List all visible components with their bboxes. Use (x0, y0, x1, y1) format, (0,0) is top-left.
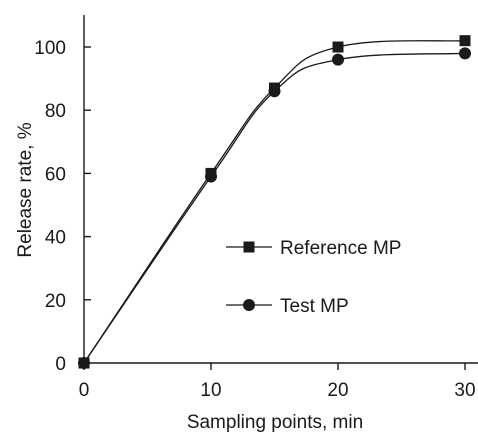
x-tick-label: 10 (200, 380, 221, 401)
series-group (78, 35, 471, 369)
data-point-circle (332, 53, 344, 66)
x-axis-title: Sampling points, min (187, 412, 363, 433)
y-tick-label: 80 (45, 101, 66, 122)
series-1 (78, 47, 471, 369)
legend-entry: Reference MP (226, 238, 401, 259)
legend-square-marker (243, 241, 255, 253)
legend-entry: Test MP (226, 296, 349, 317)
x-axis: 0 10 20 30 (79, 362, 478, 401)
data-point-square (332, 41, 344, 53)
legend-label: Reference MP (280, 238, 401, 259)
y-tick-label: 100 (34, 38, 66, 59)
y-tick-label: 20 (45, 291, 66, 312)
x-tick-label: 0 (79, 380, 90, 401)
series-line (83, 40, 466, 364)
y-tick-label: 40 (45, 228, 66, 249)
y-tick-label: 0 (55, 354, 66, 375)
y-axis: 0 20 40 60 80 100 (34, 15, 91, 375)
x-tick-label: 30 (454, 380, 475, 401)
data-point-square (459, 35, 471, 47)
series-line (83, 52, 466, 364)
legend-label: Test MP (280, 296, 349, 317)
y-axis-title: Release rate, % (15, 122, 36, 257)
data-point-circle (78, 357, 90, 369)
legend: Reference MP Test MP (226, 238, 401, 317)
data-point-circle (459, 47, 471, 60)
x-tick-label: 20 (327, 380, 348, 401)
y-tick-label: 60 (45, 164, 66, 185)
data-point-circle (205, 170, 217, 183)
data-point-circle (268, 85, 281, 98)
legend-circle-marker (243, 299, 255, 311)
series-0 (78, 35, 471, 369)
